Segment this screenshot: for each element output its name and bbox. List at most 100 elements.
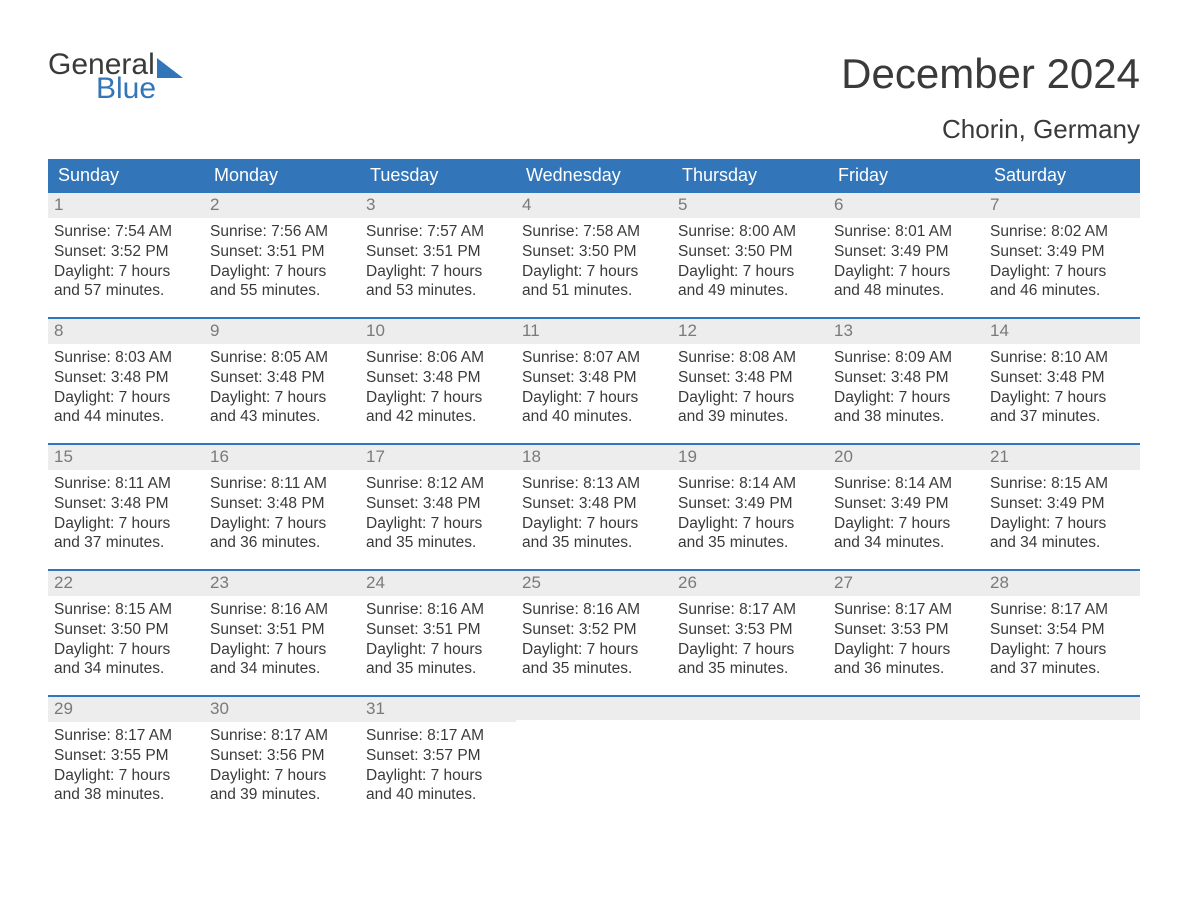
sunset-line: Sunset: 3:54 PM xyxy=(990,620,1134,640)
daylight-line-1: Daylight: 7 hours xyxy=(54,262,198,282)
day-cell: 6Sunrise: 8:01 AMSunset: 3:49 PMDaylight… xyxy=(828,193,984,315)
day-body: Sunrise: 8:07 AMSunset: 3:48 PMDaylight:… xyxy=(516,344,672,431)
daylight-line-2: and 37 minutes. xyxy=(990,659,1134,679)
daylight-line-2: and 34 minutes. xyxy=(210,659,354,679)
day-cell: 23Sunrise: 8:16 AMSunset: 3:51 PMDayligh… xyxy=(204,571,360,693)
daylight-line-2: and 43 minutes. xyxy=(210,407,354,427)
sunset-line: Sunset: 3:49 PM xyxy=(834,242,978,262)
sunrise-line: Sunrise: 8:17 AM xyxy=(366,726,510,746)
day-cell: 19Sunrise: 8:14 AMSunset: 3:49 PMDayligh… xyxy=(672,445,828,567)
day-cell: 30Sunrise: 8:17 AMSunset: 3:56 PMDayligh… xyxy=(204,697,360,819)
day-number: 2 xyxy=(204,193,360,218)
week-row: 29Sunrise: 8:17 AMSunset: 3:55 PMDayligh… xyxy=(48,695,1140,819)
day-of-week-header: SundayMondayTuesdayWednesdayThursdayFrid… xyxy=(48,159,1140,193)
day-body: Sunrise: 8:12 AMSunset: 3:48 PMDaylight:… xyxy=(360,470,516,557)
sunset-line: Sunset: 3:51 PM xyxy=(210,242,354,262)
sunrise-line: Sunrise: 7:57 AM xyxy=(366,222,510,242)
week-row: 8Sunrise: 8:03 AMSunset: 3:48 PMDaylight… xyxy=(48,317,1140,441)
sunset-line: Sunset: 3:48 PM xyxy=(522,368,666,388)
daylight-line-2: and 36 minutes. xyxy=(834,659,978,679)
daylight-line-2: and 34 minutes. xyxy=(990,533,1134,553)
day-number: 27 xyxy=(828,571,984,596)
week-row: 1Sunrise: 7:54 AMSunset: 3:52 PMDaylight… xyxy=(48,193,1140,315)
daylight-line-2: and 48 minutes. xyxy=(834,281,978,301)
empty-day-bar xyxy=(984,697,1140,720)
day-body: Sunrise: 8:15 AMSunset: 3:49 PMDaylight:… xyxy=(984,470,1140,557)
day-cell: 27 Sunrise: 8:17 AMSunset: 3:53 PMDayligh… xyxy=(828,571,984,693)
daylight-line-1: Daylight: 7 hours xyxy=(54,388,198,408)
daylight-line-2: and 38 minutes. xyxy=(54,785,198,805)
day-cell: 12Sunrise: 8:08 AMSunset: 3:48 PMDayligh… xyxy=(672,319,828,441)
daylight-line-2: and 51 minutes. xyxy=(522,281,666,301)
daylight-line-2: and 37 minutes. xyxy=(990,407,1134,427)
daylight-line-1: Daylight: 7 hours xyxy=(522,388,666,408)
day-number: 14 xyxy=(984,319,1140,344)
daylight-line-1: Daylight: 7 hours xyxy=(522,514,666,534)
daylight-line-2: and 53 minutes. xyxy=(366,281,510,301)
daylight-line-1: Daylight: 7 hours xyxy=(210,388,354,408)
sunset-line: Sunset: 3:56 PM xyxy=(210,746,354,766)
sunrise-line: Sunrise: 8:12 AM xyxy=(366,474,510,494)
daylight-line-1: Daylight: 7 hours xyxy=(678,262,822,282)
daylight-line-1: Daylight: 7 hours xyxy=(54,514,198,534)
day-body: Sunrise: 8:17 AMSunset: 3:55 PMDaylight:… xyxy=(48,722,204,809)
sunrise-line: Sunrise: 8:01 AM xyxy=(834,222,978,242)
day-body: Sunrise: 8:06 AMSunset: 3:48 PMDaylight:… xyxy=(360,344,516,431)
daylight-line-1: Daylight: 7 hours xyxy=(366,262,510,282)
sunrise-line: Sunrise: 8:17 AM xyxy=(678,600,822,620)
day-body: Sunrise: 8:02 AMSunset: 3:49 PMDaylight:… xyxy=(984,218,1140,305)
day-cell: 8Sunrise: 8:03 AMSunset: 3:48 PMDaylight… xyxy=(48,319,204,441)
day-cell: 29Sunrise: 8:17 AMSunset: 3:55 PMDayligh… xyxy=(48,697,204,819)
sunset-line: Sunset: 3:48 PM xyxy=(54,494,198,514)
day-number: 13 xyxy=(828,319,984,344)
day-number: 4 xyxy=(516,193,672,218)
daylight-line-2: and 36 minutes. xyxy=(210,533,354,553)
day-cell xyxy=(984,697,1140,819)
day-body: Sunrise: 8:14 AMSunset: 3:49 PMDaylight:… xyxy=(672,470,828,557)
day-cell: 1Sunrise: 7:54 AMSunset: 3:52 PMDaylight… xyxy=(48,193,204,315)
day-cell: 5Sunrise: 8:00 AMSunset: 3:50 PMDaylight… xyxy=(672,193,828,315)
daylight-line-2: and 35 minutes. xyxy=(522,659,666,679)
day-cell: 7Sunrise: 8:02 AMSunset: 3:49 PMDaylight… xyxy=(984,193,1140,315)
sunrise-line: Sunrise: 8:02 AM xyxy=(990,222,1134,242)
day-cell: 21Sunrise: 8:15 AMSunset: 3:49 PMDayligh… xyxy=(984,445,1140,567)
day-body: Sunrise: 8:17 AMSunset: 3:57 PMDaylight:… xyxy=(360,722,516,809)
daylight-line-2: and 40 minutes. xyxy=(366,785,510,805)
day-body: Sunrise: 8:17 AMSunset: 3:56 PMDaylight:… xyxy=(204,722,360,809)
calendar: SundayMondayTuesdayWednesdayThursdayFrid… xyxy=(48,159,1140,819)
day-cell: 11Sunrise: 8:07 AMSunset: 3:48 PMDayligh… xyxy=(516,319,672,441)
dow-cell: Monday xyxy=(204,159,360,193)
day-number: 8 xyxy=(48,319,204,344)
sunrise-line: Sunrise: 8:17 AM xyxy=(834,600,978,620)
daylight-line-2: and 44 minutes. xyxy=(54,407,198,427)
daylight-line-1: Daylight: 7 hours xyxy=(990,262,1134,282)
day-body: Sunrise: 8:08 AMSunset: 3:48 PMDaylight:… xyxy=(672,344,828,431)
day-cell: 4Sunrise: 7:58 AMSunset: 3:50 PMDaylight… xyxy=(516,193,672,315)
day-body: Sunrise: 8:09 AMSunset: 3:48 PMDaylight:… xyxy=(828,344,984,431)
daylight-line-1: Daylight: 7 hours xyxy=(366,514,510,534)
dow-cell: Wednesday xyxy=(516,159,672,193)
day-body: Sunrise: 8:16 AMSunset: 3:51 PMDaylight:… xyxy=(360,596,516,683)
sunrise-line: Sunrise: 7:54 AM xyxy=(54,222,198,242)
daylight-line-2: and 35 minutes. xyxy=(366,659,510,679)
day-number: 30 xyxy=(204,697,360,722)
daylight-line-1: Daylight: 7 hours xyxy=(834,262,978,282)
day-cell: 25Sunrise: 8:16 AMSunset: 3:52 PMDayligh… xyxy=(516,571,672,693)
dow-cell: Tuesday xyxy=(360,159,516,193)
location-label: Chorin, Germany xyxy=(841,114,1140,145)
daylight-line-1: Daylight: 7 hours xyxy=(834,640,978,660)
day-cell: 28Sunrise: 8:17 AMSunset: 3:54 PMDayligh… xyxy=(984,571,1140,693)
sunset-line: Sunset: 3:50 PM xyxy=(522,242,666,262)
daylight-line-1: Daylight: 7 hours xyxy=(990,388,1134,408)
sunrise-line: Sunrise: 8:03 AM xyxy=(54,348,198,368)
day-body: Sunrise: 8:17 AMSunset: 3:53 PMDaylight:… xyxy=(672,596,828,683)
day-body: Sunrise: 8:15 AMSunset: 3:50 PMDaylight:… xyxy=(48,596,204,683)
sunset-line: Sunset: 3:50 PM xyxy=(54,620,198,640)
sunset-line: Sunset: 3:51 PM xyxy=(366,620,510,640)
sunset-line: Sunset: 3:53 PM xyxy=(834,620,978,640)
dow-cell: Thursday xyxy=(672,159,828,193)
daylight-line-2: and 55 minutes. xyxy=(210,281,354,301)
day-body: Sunrise: 8:10 AMSunset: 3:48 PMDaylight:… xyxy=(984,344,1140,431)
day-body: Sunrise: 8:16 AMSunset: 3:52 PMDaylight:… xyxy=(516,596,672,683)
brand-logo: General Blue xyxy=(48,50,183,104)
